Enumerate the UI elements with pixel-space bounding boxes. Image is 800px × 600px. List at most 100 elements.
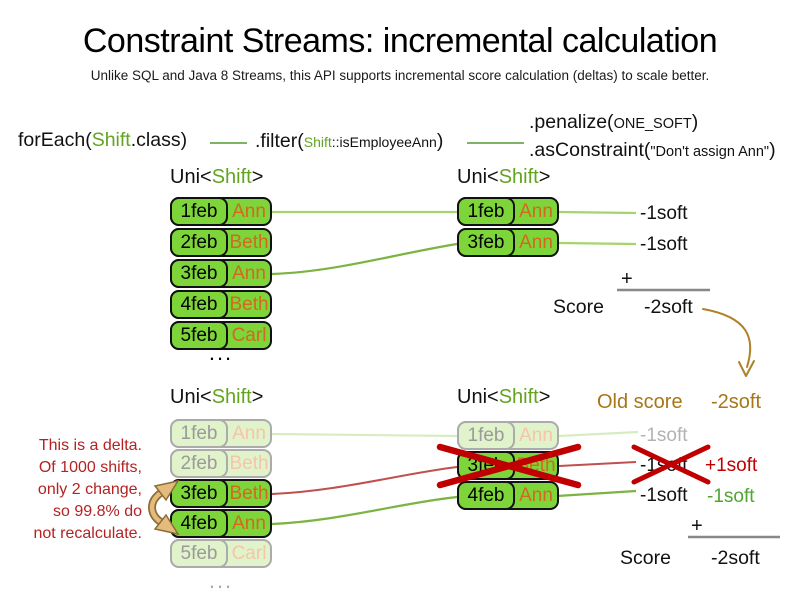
sum-plus-sign: + — [691, 515, 703, 537]
old-score-value: -2soft — [711, 391, 762, 413]
shift-card-new: 4feb Ann — [457, 481, 559, 510]
type-header-text: Uni< — [170, 166, 212, 188]
delta-note-line: only 2 change, — [37, 481, 142, 498]
shift-card: 1feb Ann — [457, 197, 559, 226]
delta-note-line: not recalculate. — [33, 525, 142, 542]
penalty-label: -1soft — [640, 485, 688, 506]
code-text: ) — [769, 139, 776, 161]
type-header-text: > — [538, 166, 551, 188]
type-header-type: Shift — [498, 386, 539, 408]
shift-employee: Ann — [519, 200, 553, 222]
shift-card: 3feb Ann — [457, 228, 559, 257]
code-text: .asConstraint( — [529, 139, 651, 161]
code-text: ) — [436, 130, 444, 152]
page-title: Constraint Streams: incremental calculat… — [82, 22, 718, 60]
shift-employee: Ann — [232, 422, 266, 444]
old-score-label: Old score — [597, 391, 683, 413]
shift-employee: Ann — [232, 262, 266, 284]
shift-card: 5feb Carl — [170, 321, 272, 350]
shift-card-faded: 1feb Ann — [457, 421, 559, 450]
connector-bottom-changed — [271, 466, 458, 495]
shift-date: 3feb — [170, 479, 228, 508]
page-subtitle: Unlike SQL and Java 8 Streams, this API … — [90, 68, 710, 83]
shift-date: 4feb — [170, 509, 228, 538]
penalty-label: -1soft — [640, 234, 688, 255]
type-header-type: Shift — [211, 166, 252, 188]
more-rows-ellipsis: ... — [208, 568, 234, 593]
code-method: ::isEmployeeAnn — [331, 134, 437, 150]
connector-bottom-faded — [271, 432, 458, 438]
shift-date: 1feb — [170, 197, 228, 226]
code-text: .penalize( — [529, 111, 614, 133]
delta-note-line: This is a delta. — [38, 437, 142, 454]
code-text: ) — [691, 111, 699, 133]
type-header-bottom-right: Uni<Shift> — [457, 386, 550, 409]
shift-date: 3feb — [457, 451, 515, 480]
type-header-text: Uni< — [457, 166, 499, 188]
shift-date: 1feb — [170, 419, 228, 448]
code-text: .filter( — [255, 130, 304, 152]
code-text: forEach( — [18, 129, 92, 151]
shift-employee: Carl — [231, 324, 267, 346]
connector-bottom-changed-penalty — [558, 461, 637, 467]
old-score-arrow-icon — [702, 308, 755, 377]
shift-card: 3feb Ann — [170, 259, 272, 288]
code-text: .class) — [130, 129, 188, 151]
connector-top-row2-penalty — [558, 241, 637, 246]
shift-employee: Beth — [229, 293, 269, 315]
shift-employee: Ann — [519, 484, 553, 506]
shift-date: 5feb — [170, 321, 228, 350]
shift-date: 2feb — [170, 449, 228, 478]
code-penalize: .penalize(ONE_SOFT) — [529, 111, 698, 134]
connector-bottom-new — [271, 495, 458, 526]
type-header-text: Uni< — [457, 386, 499, 408]
connector-bottom-faded-penalty — [558, 430, 639, 438]
type-header-top-left: Uni<Shift> — [170, 166, 263, 189]
shift-date: 1feb — [457, 197, 515, 226]
delta-note-line: so 99.8% do — [53, 503, 142, 520]
shift-date: 1feb — [457, 421, 515, 450]
penalty-label: -1soft — [640, 203, 688, 224]
type-header-text: > — [251, 386, 264, 408]
shift-card-faded: 2feb Beth — [170, 449, 272, 478]
code-type: Shift — [303, 134, 332, 150]
type-header-text: Uni< — [170, 386, 212, 408]
type-header-text: > — [251, 166, 264, 188]
shift-employee: Ann — [232, 200, 266, 222]
score-label: Score — [620, 547, 671, 569]
shift-card: 1feb Ann — [170, 197, 272, 226]
type-header-type: Shift — [498, 166, 539, 188]
sum-plus-sign: + — [621, 268, 633, 290]
score-value: -2soft — [644, 296, 693, 318]
shift-card-removed: 3feb Beth — [457, 451, 559, 480]
type-header-text: > — [538, 386, 551, 408]
shift-card: 2feb Beth — [170, 228, 272, 257]
delta-note: This is a delta. Of 1000 shifts, only 2 … — [8, 435, 142, 545]
code-arg: ONE_SOFT — [613, 116, 692, 132]
connector-bottom-new-penalty — [556, 489, 637, 498]
code-foreach: forEach(Shift.class) — [18, 129, 187, 152]
shift-card-faded: 1feb Ann — [170, 419, 272, 448]
delta-positive-label: +1soft — [705, 455, 758, 476]
code-asconstraint: .asConstraint("Don't assign Ann") — [529, 139, 776, 162]
shift-employee: Beth — [516, 454, 556, 476]
code-type: Shift — [91, 129, 131, 151]
shift-card: 4feb Beth — [170, 290, 272, 319]
delta-negative-label: -1soft — [707, 486, 755, 507]
score-value: -2soft — [711, 547, 760, 569]
shift-employee: Beth — [229, 482, 269, 504]
score-label: Score — [553, 296, 604, 318]
shift-employee: Ann — [232, 512, 266, 534]
code-filter: .filter(Shift::isEmployeeAnn) — [255, 130, 443, 153]
shift-employee: Carl — [231, 542, 267, 564]
shift-date: 2feb — [170, 228, 228, 257]
code-arg: "Don't assign Ann" — [650, 144, 770, 160]
more-rows-ellipsis: ... — [208, 340, 234, 365]
shift-employee: Beth — [229, 452, 269, 474]
type-header-type: Shift — [211, 386, 252, 408]
shift-date: 3feb — [170, 259, 228, 288]
type-header-top-right: Uni<Shift> — [457, 166, 550, 189]
shift-date: 4feb — [457, 481, 515, 510]
penalty-label-removed: -1soft — [640, 455, 688, 476]
